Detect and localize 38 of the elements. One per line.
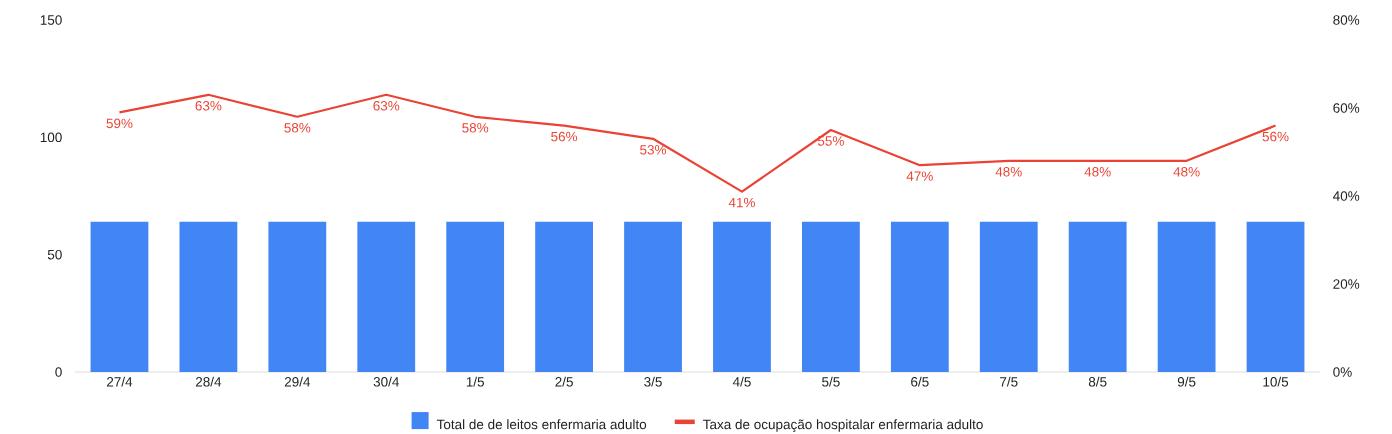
x-tick-label: 27/4 [107, 376, 133, 387]
y2-tick-label: 40% [1333, 191, 1360, 201]
y-tick-label: 150 [40, 15, 62, 25]
x-tick-label: 7/5 [1000, 376, 1018, 387]
x-tick-label: 4/5 [732, 376, 751, 387]
data-label: 58% [284, 123, 311, 133]
y2-tick-label: 20% [1333, 279, 1360, 289]
data-label: 48% [995, 167, 1022, 177]
y2-tick-label: 80% [1333, 15, 1360, 25]
x-tick-label: 30/4 [373, 376, 399, 387]
data-label: 58% [462, 123, 489, 133]
data-label: 53% [640, 145, 667, 155]
x-tick-label: 29/4 [284, 376, 311, 387]
data-label: 41% [728, 197, 755, 208]
x-tick-label: 1/5 [466, 376, 484, 387]
x-tick-label: 10/5 [1263, 376, 1289, 387]
y2-tick-label: 60% [1333, 103, 1360, 113]
legend-label: Total de de leitos enfermaria adulto [436, 419, 647, 430]
legend-label: Taxa de ocupação hospitalar enfermaria adulto [703, 419, 983, 432]
x-tick-label: 9/5 [1177, 376, 1196, 387]
x-tick-label: 3/5 [644, 376, 662, 387]
y-tick-label: 0 [55, 367, 62, 377]
x-tick-label: 5/5 [822, 376, 840, 387]
data-label: 48% [1173, 167, 1200, 177]
x-tick-label: 8/5 [1088, 376, 1107, 387]
data-label: 63% [195, 101, 222, 111]
data-label: 48% [1084, 167, 1111, 177]
y2-tick-label: 0% [1333, 367, 1352, 377]
data-label: 47% [906, 171, 933, 181]
y-tick-label: 100 [40, 132, 62, 143]
data-label: 56% [1262, 131, 1289, 142]
data-label: 56% [551, 131, 578, 142]
data-label: 59% [106, 118, 133, 129]
x-tick-label: 28/4 [195, 376, 222, 387]
x-tick-label: 2/5 [555, 376, 573, 387]
y-tick-label: 50 [47, 249, 62, 260]
data-label: 63% [373, 101, 400, 111]
x-tick-label: 6/5 [911, 376, 929, 387]
